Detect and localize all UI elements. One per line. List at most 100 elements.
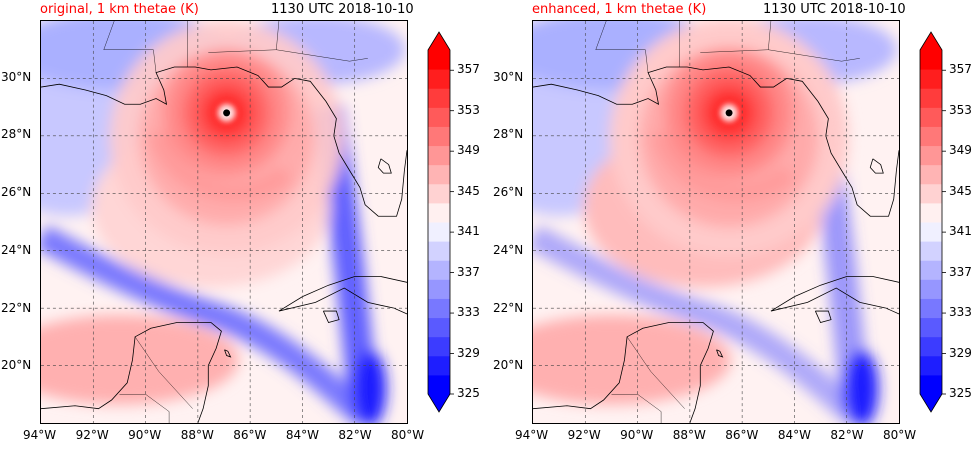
lon-tick-label: 92°W <box>567 428 601 442</box>
colorbar-tick-label: 329 <box>949 345 972 360</box>
colorbar-segment <box>920 317 942 338</box>
colorbar-tick-label: 345 <box>457 183 480 198</box>
rainband <box>650 130 795 202</box>
cool-band <box>533 225 856 419</box>
colorbar-tick-label: 341 <box>457 224 480 239</box>
lat-tick-label: 30°N <box>493 69 524 84</box>
lon-tick-label: 82°W <box>338 428 372 442</box>
state-border <box>103 21 115 50</box>
country-border <box>119 394 170 423</box>
coastline-cuba <box>278 276 407 315</box>
state-border <box>595 21 607 50</box>
thetae-field <box>41 21 405 423</box>
colorbar-segment <box>428 222 450 242</box>
colorbar-extend-min <box>428 394 450 412</box>
colorbar-tick-label: 325 <box>949 386 972 400</box>
colorbar-tick-label: 333 <box>949 305 972 320</box>
colorbar-tick-label: 337 <box>457 264 480 279</box>
colorbar-segment <box>920 50 942 70</box>
colorbar <box>427 31 454 413</box>
colorbar-tick-label: 349 <box>457 143 480 158</box>
colorbar-segment <box>920 145 942 166</box>
colorbar-segment <box>920 69 942 89</box>
lat-tick-label: 20°N <box>493 358 524 373</box>
coastline-cozumel <box>224 349 232 358</box>
map-canvas <box>533 21 899 423</box>
colorbar-tick-label: 341 <box>949 224 972 239</box>
colorbar-segment <box>428 202 450 223</box>
lon-tick-label: 84°W <box>285 428 319 442</box>
colorbar-segment <box>428 241 450 261</box>
colorbar-extend-max <box>920 32 942 50</box>
lon-tick-label: 94°W <box>23 428 57 442</box>
warm-region <box>533 315 731 405</box>
cool-band <box>41 225 364 419</box>
colorbar-segment <box>920 222 942 242</box>
lon-tick-label: 90°W <box>128 428 162 442</box>
warm-region <box>41 315 239 405</box>
lat-tick-label: 20°N <box>1 358 32 373</box>
state-border <box>103 49 157 73</box>
map-canvas <box>41 21 407 423</box>
lat-tick-label: 26°N <box>1 185 32 200</box>
panel-original: original, 1 km thetae (K) 1130 UTC 2018-… <box>1 2 480 442</box>
lon-tick-label: 84°W <box>777 428 811 442</box>
lon-tick-label: 88°W <box>672 428 706 442</box>
colorbar-segment <box>920 260 942 280</box>
colorbar-segment <box>920 336 942 357</box>
country-border <box>626 336 685 409</box>
lat-tick-label: 24°N <box>493 242 524 257</box>
panel-title: original, 1 km thetae (K) <box>40 2 199 17</box>
colorbar-tick-label: 337 <box>949 264 972 279</box>
lat-tick-label: 24°N <box>1 242 32 257</box>
state-border <box>595 49 649 73</box>
lon-tick-label: 86°W <box>233 428 267 442</box>
colorbar-segment <box>428 183 450 204</box>
coastline-isle-of-youth <box>322 310 340 323</box>
colorbar-tick-label: 357 <box>949 62 972 77</box>
colorbar-segment <box>428 298 450 319</box>
colorbar-segment <box>428 107 450 127</box>
colorbar-segment <box>428 69 450 89</box>
colorbar-segment <box>920 374 942 395</box>
colorbar-segment <box>920 126 942 147</box>
colorbar-extend-min <box>920 394 942 412</box>
lon-tick-label: 94°W <box>515 428 549 442</box>
colorbar-segment <box>920 202 942 223</box>
panel-time-label: 1130 UTC 2018-10-10 <box>763 2 906 17</box>
coastline-usa <box>533 66 899 217</box>
colorbar-segment <box>428 260 450 280</box>
thetae-map <box>532 20 900 424</box>
colorbar-tick-label: 325 <box>457 386 480 400</box>
colorbar-segment <box>428 145 450 166</box>
storm-center-marker <box>725 109 733 117</box>
lon-tick-label: 80°W <box>883 428 917 442</box>
colorbar-segment <box>428 355 450 376</box>
colorbar-canvas <box>919 31 946 413</box>
colorbar-segment <box>920 107 942 127</box>
lon-tick-label: 90°W <box>620 428 654 442</box>
colorbar-segment <box>428 336 450 357</box>
colorbar-segment <box>428 374 450 395</box>
colorbar-segment <box>920 279 942 299</box>
lat-tick-label: 22°N <box>1 300 32 315</box>
rainband <box>148 130 293 202</box>
coastline-lake-okeechobee <box>377 158 392 174</box>
colorbar-tick-label: 345 <box>949 183 972 198</box>
colorbar-tick-label: 349 <box>949 143 972 158</box>
colorbar-segment <box>920 355 942 376</box>
coastline-lake-okeechobee <box>869 158 884 174</box>
coastline-cozumel <box>716 349 724 358</box>
lon-tick-label: 92°W <box>75 428 109 442</box>
panel-title: enhanced, 1 km thetae (K) <box>532 2 707 17</box>
cold-pool <box>354 350 387 423</box>
colorbar-extend-max <box>428 32 450 50</box>
colorbar-segment <box>428 164 450 185</box>
colorbar-segment <box>920 241 942 261</box>
lat-tick-label: 28°N <box>1 127 32 142</box>
colorbar-segment <box>920 164 942 185</box>
lon-tick-label: 80°W <box>391 428 425 442</box>
lat-tick-label: 30°N <box>1 69 32 84</box>
colorbar-tick-label: 353 <box>457 102 480 117</box>
colorbar-segment <box>428 279 450 299</box>
